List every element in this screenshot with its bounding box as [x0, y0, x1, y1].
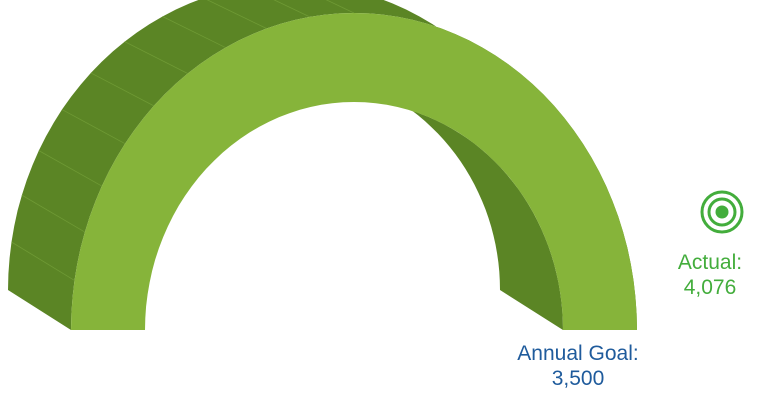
arch-outer-side — [8, 0, 637, 330]
arch-front-face — [71, 13, 637, 330]
arch-segment-seams — [11, 0, 355, 281]
arch-front — [71, 13, 637, 330]
arch-seam — [124, 41, 188, 74]
actual-value: 4,076 — [683, 276, 737, 299]
arch-side-face — [8, 0, 637, 330]
arch-seam — [206, 0, 267, 29]
arch-seam — [273, 0, 310, 18]
arch-seam — [61, 109, 126, 145]
actual-label-text: Actual: — [677, 251, 743, 274]
arch-seam — [162, 16, 226, 48]
arch-seam — [21, 194, 86, 233]
annual-goal-value: 3,500 — [551, 367, 605, 390]
target-icon — [700, 190, 744, 234]
arch-seam — [11, 241, 75, 281]
arch-inner-side — [356, 81, 563, 330]
actual-label: Actual: 4,076 — [660, 250, 760, 300]
arch-seam — [325, 0, 355, 14]
arch-seam — [90, 72, 155, 107]
arch-seam — [38, 150, 103, 187]
annual-goal-label: Annual Goal: 3,500 — [468, 341, 688, 391]
annual-goal-label-text: Annual Goal: — [517, 342, 639, 365]
